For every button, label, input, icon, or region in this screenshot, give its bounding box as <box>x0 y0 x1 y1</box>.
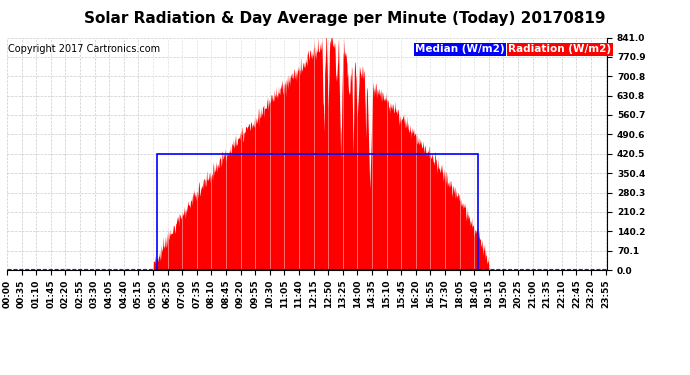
Text: Copyright 2017 Cartronics.com: Copyright 2017 Cartronics.com <box>8 45 160 54</box>
Text: Median (W/m2): Median (W/m2) <box>415 45 504 54</box>
Bar <box>157 154 478 270</box>
Text: Solar Radiation & Day Average per Minute (Today) 20170819: Solar Radiation & Day Average per Minute… <box>84 11 606 26</box>
Text: Radiation (W/m2): Radiation (W/m2) <box>508 45 611 54</box>
